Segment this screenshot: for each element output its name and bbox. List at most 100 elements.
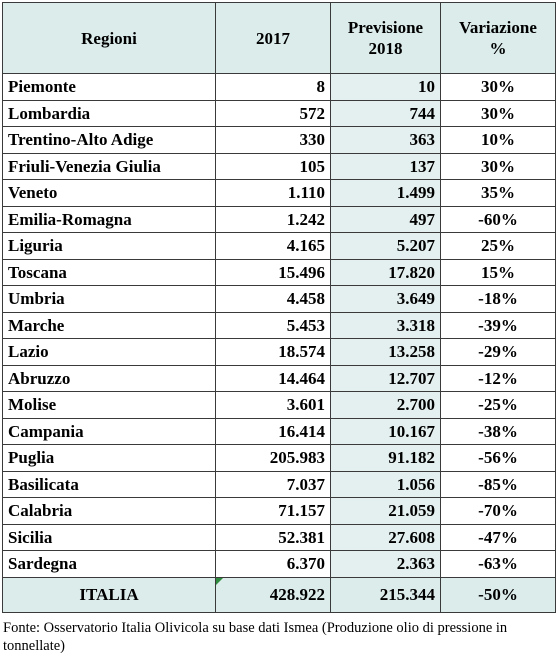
table-row: Puglia 205.983 91.182 -56%: [2, 444, 556, 472]
value-2017-cell: 16.414: [215, 417, 331, 445]
change-cell: -47%: [440, 523, 556, 551]
value-2018-cell: 3.318: [330, 311, 441, 339]
table-header-row: Regioni 2017 Previsione 2018 Variazione …: [2, 2, 556, 74]
change-cell: -12%: [440, 364, 556, 392]
olive-oil-production-table: Regioni 2017 Previsione 2018 Variazione …: [2, 2, 556, 613]
change-cell: 30%: [440, 152, 556, 180]
value-2017-cell: 7.037: [215, 470, 331, 498]
value-2018-cell: 21.059: [330, 497, 441, 525]
value-2017-cell: 572: [215, 99, 331, 127]
value-2017-cell: 8: [215, 73, 331, 101]
value-2017-cell: 52.381: [215, 523, 331, 551]
table-row: Toscana 15.496 17.820 15%: [2, 258, 556, 286]
change-cell: 15%: [440, 258, 556, 286]
value-2018-cell: 91.182: [330, 444, 441, 472]
table-row: Molise 3.601 2.700 -25%: [2, 391, 556, 419]
total-2017-value: 428.922: [269, 585, 325, 604]
region-cell: Abruzzo: [2, 364, 216, 392]
change-cell: -56%: [440, 444, 556, 472]
table-row: Veneto 1.110 1.499 35%: [2, 179, 556, 207]
total-change: -50%: [440, 576, 556, 613]
table-row: Trentino-Alto Adige 330 363 10%: [2, 126, 556, 154]
table-row: Abruzzo 14.464 12.707 -12%: [2, 364, 556, 392]
region-cell: Veneto: [2, 179, 216, 207]
table-row: Piemonte 8 10 30%: [2, 73, 556, 101]
header-change-line2: %: [489, 39, 507, 58]
value-2017-cell: 15.496: [215, 258, 331, 286]
change-cell: -29%: [440, 338, 556, 366]
region-cell: Molise: [2, 391, 216, 419]
value-2017-cell: 1.242: [215, 205, 331, 233]
region-cell: Campania: [2, 417, 216, 445]
value-2018-cell: 10.167: [330, 417, 441, 445]
value-2018-cell: 12.707: [330, 364, 441, 392]
region-cell: Lombardia: [2, 99, 216, 127]
value-2017-cell: 205.983: [215, 444, 331, 472]
change-cell: -39%: [440, 311, 556, 339]
change-cell: 30%: [440, 99, 556, 127]
value-2018-cell: 27.608: [330, 523, 441, 551]
region-cell: Piemonte: [2, 73, 216, 101]
region-cell: Trentino-Alto Adige: [2, 126, 216, 154]
value-2017-cell: 5.453: [215, 311, 331, 339]
total-2017: 428.922: [215, 576, 331, 613]
value-2018-cell: 137: [330, 152, 441, 180]
table-row: Emilia-Romagna 1.242 497 -60%: [2, 205, 556, 233]
table-row: Sicilia 52.381 27.608 -47%: [2, 523, 556, 551]
table-row: Marche 5.453 3.318 -39%: [2, 311, 556, 339]
table-row: Lazio 18.574 13.258 -29%: [2, 338, 556, 366]
value-2017-cell: 1.110: [215, 179, 331, 207]
cell-comment-marker-icon: [216, 578, 223, 585]
table-body: Piemonte 8 10 30% Lombardia 572 744 30% Trentino…: [2, 73, 556, 578]
value-2018-cell: 10: [330, 73, 441, 101]
table-row: Sardegna 6.370 2.363 -63%: [2, 550, 556, 578]
header-forecast-line2: 2018: [368, 39, 403, 58]
table-row: Liguria 4.165 5.207 25%: [2, 232, 556, 260]
change-cell: 10%: [440, 126, 556, 154]
change-cell: 25%: [440, 232, 556, 260]
source-note: Fonte: Osservatorio Italia Olivicola su …: [3, 620, 508, 654]
region-cell: Puglia: [2, 444, 216, 472]
region-cell: Liguria: [2, 232, 216, 260]
header-forecast-2018: Previsione 2018: [330, 2, 441, 74]
change-cell: -63%: [440, 550, 556, 578]
value-2018-cell: 744: [330, 99, 441, 127]
value-2017-cell: 71.157: [215, 497, 331, 525]
value-2017-cell: 18.574: [215, 338, 331, 366]
change-cell: -38%: [440, 417, 556, 445]
value-2017-cell: 105: [215, 152, 331, 180]
value-2018-cell: 1.056: [330, 470, 441, 498]
region-cell: Umbria: [2, 285, 216, 313]
table-row: Friuli-Venezia Giulia 105 137 30%: [2, 152, 556, 180]
value-2017-cell: 4.165: [215, 232, 331, 260]
region-cell: Basilicata: [2, 470, 216, 498]
region-cell: Calabria: [2, 497, 216, 525]
value-2017-cell: 330: [215, 126, 331, 154]
value-2018-cell: 497: [330, 205, 441, 233]
table-row: Lombardia 572 744 30%: [2, 99, 556, 127]
value-2018-cell: 2.363: [330, 550, 441, 578]
table-row: Campania 16.414 10.167 -38%: [2, 417, 556, 445]
region-cell: Marche: [2, 311, 216, 339]
change-cell: 35%: [440, 179, 556, 207]
value-2017-cell: 4.458: [215, 285, 331, 313]
change-cell: -70%: [440, 497, 556, 525]
region-cell: Toscana: [2, 258, 216, 286]
value-2018-cell: 2.700: [330, 391, 441, 419]
region-cell: Sicilia: [2, 523, 216, 551]
header-change: Variazione %: [440, 2, 556, 74]
table-row: Basilicata 7.037 1.056 -85%: [2, 470, 556, 498]
total-2018: 215.344: [330, 576, 441, 613]
value-2018-cell: 13.258: [330, 338, 441, 366]
change-cell: -85%: [440, 470, 556, 498]
value-2017-cell: 6.370: [215, 550, 331, 578]
value-2018-cell: 1.499: [330, 179, 441, 207]
change-cell: -18%: [440, 285, 556, 313]
value-2018-cell: 17.820: [330, 258, 441, 286]
header-region: Regioni: [2, 2, 216, 74]
table-row: Calabria 71.157 21.059 -70%: [2, 497, 556, 525]
value-2017-cell: 14.464: [215, 364, 331, 392]
header-change-line1: Variazione: [459, 18, 537, 37]
value-2017-cell: 3.601: [215, 391, 331, 419]
